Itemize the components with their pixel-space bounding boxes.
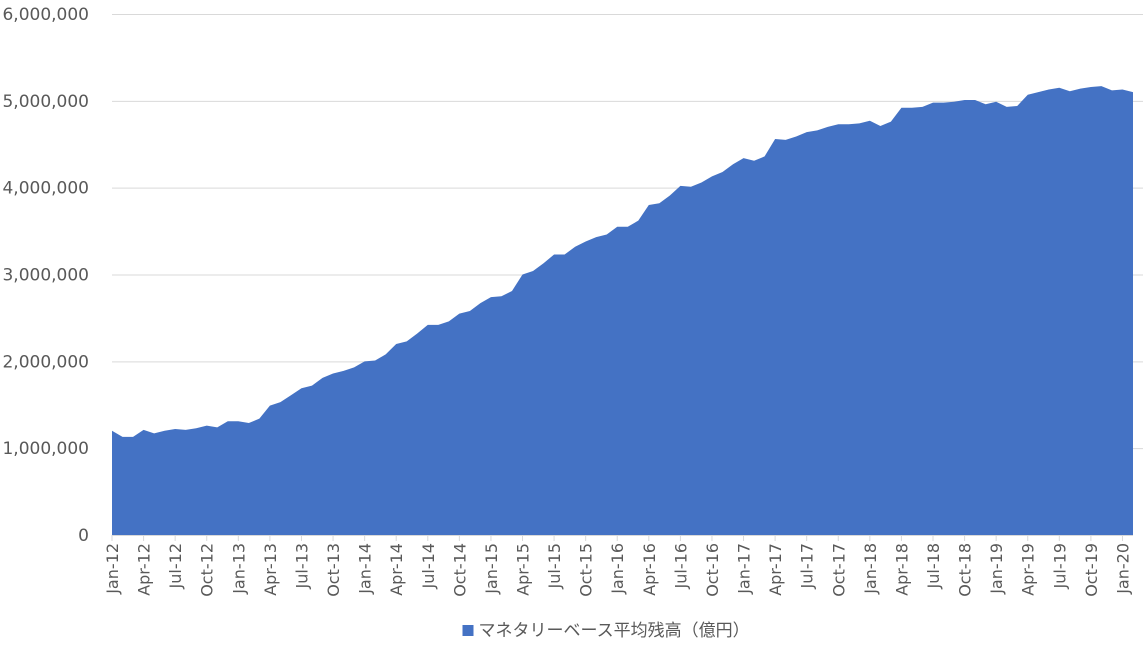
x-tick-label: Jul-13	[292, 543, 311, 589]
x-tick-label: Oct-16	[703, 543, 722, 597]
x-tick-label: Jan-20	[1113, 543, 1132, 595]
area	[112, 86, 1133, 535]
x-tick-label: Oct-17	[829, 543, 848, 597]
y-tick-label: 1,000,000	[2, 439, 89, 459]
x-tick-label: Jul-15	[545, 543, 564, 589]
legend-label: マネタリーベース平均残高（億円）	[479, 621, 750, 641]
y-tick-label: 6,000,000	[2, 5, 89, 25]
x-tick-label: Apr-17	[766, 543, 785, 596]
x-tick-label: Apr-16	[640, 543, 659, 596]
x-tick-label: Jul-14	[419, 543, 438, 589]
x-tick-label: Apr-15	[514, 543, 533, 596]
x-tick-label: Apr-12	[135, 543, 154, 596]
x-tick-label: Jan-15	[482, 543, 501, 595]
x-tick-label: Jul-18	[924, 543, 943, 589]
x-tick-label: Jan-18	[861, 543, 880, 595]
x-tick-label: Jul-12	[166, 543, 185, 589]
x-tick-label: Jul-19	[1050, 543, 1069, 589]
legend-swatch	[462, 625, 474, 636]
x-tick-label: Jan-19	[987, 543, 1006, 595]
x-tick-label: Jan-14	[356, 543, 375, 595]
x-tick-label: Oct-19	[1082, 543, 1101, 597]
x-tick-label: Jan-16	[608, 543, 627, 595]
x-tick-label: Oct-13	[324, 543, 343, 597]
y-tick-label: 4,000,000	[2, 179, 89, 199]
x-tick-label: Jul-16	[671, 543, 690, 589]
x-tick-label: Jul-17	[798, 543, 817, 589]
x-tick-label: Apr-14	[387, 543, 406, 596]
x-tick-label: Jan-12	[103, 543, 122, 595]
x-tick-label: Apr-13	[261, 543, 280, 596]
y-tick-label: 5,000,000	[2, 92, 89, 112]
x-tick-label: Jan-13	[229, 543, 248, 595]
y-tick-label: 2,000,000	[2, 352, 89, 372]
x-tick-label: Apr-18	[892, 543, 911, 596]
x-tick-label: Apr-19	[1019, 543, 1038, 596]
y-tick-label: 3,000,000	[2, 266, 89, 286]
x-tick-label: Oct-14	[450, 543, 469, 597]
x-tick-label: Jan-17	[735, 543, 754, 595]
x-tick-label: Oct-15	[577, 543, 596, 597]
x-tick-label: Oct-18	[956, 543, 975, 597]
x-tick-label: Oct-12	[198, 543, 217, 597]
y-tick-label: 0	[78, 526, 89, 546]
